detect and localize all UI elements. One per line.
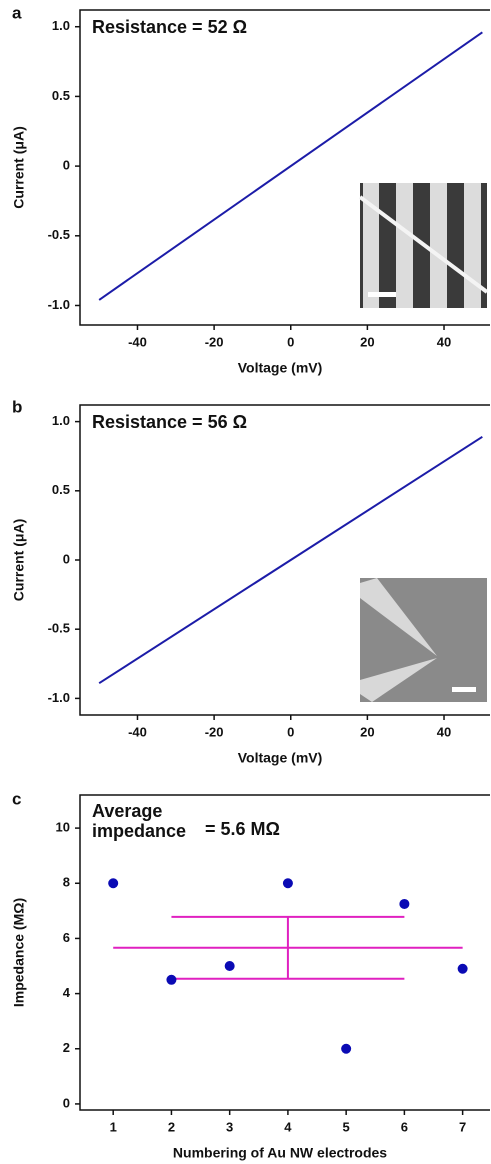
- annotation: Resistance = 56 Ω: [92, 412, 247, 432]
- panel-label: a: [12, 3, 22, 22]
- annotation: = 5.6 MΩ: [205, 819, 280, 839]
- plot-frame: [79, 794, 490, 1111]
- data-point: [166, 974, 177, 985]
- x-tick-label: -20: [205, 334, 224, 349]
- plot-frame: [79, 9, 490, 326]
- y-tick-label: 2: [63, 1040, 70, 1055]
- y-tick-label: 1.0: [52, 18, 70, 33]
- x-tick-label: 3: [226, 1119, 233, 1134]
- panel-label: b: [12, 397, 22, 416]
- x-axis-title: Voltage (mV): [238, 750, 323, 766]
- y-tick-label: -1.0: [48, 297, 70, 312]
- data-point: [282, 878, 293, 889]
- inset-a: [358, 183, 489, 308]
- data-point: [341, 1043, 352, 1054]
- x-tick-label: 4: [284, 1119, 292, 1134]
- panel-label: c: [12, 789, 21, 808]
- y-axis-title: Impedance (MΩ): [11, 898, 27, 1007]
- x-tick-label: -40: [128, 334, 147, 349]
- x-tick-label: 1: [110, 1119, 117, 1134]
- x-tick-label: 0: [287, 334, 294, 349]
- x-tick-label: 5: [343, 1119, 350, 1134]
- y-axis-title: Current (μA): [11, 126, 27, 208]
- data-point: [224, 961, 235, 972]
- y-tick-label: 0: [63, 1095, 70, 1110]
- annotation: Average: [92, 801, 162, 821]
- iv-line: [98, 435, 483, 685]
- y-tick-label: 6: [63, 930, 70, 945]
- x-tick-label: 20: [360, 724, 374, 739]
- y-axis-title: Current (μA): [11, 519, 27, 601]
- y-tick-label: -0.5: [48, 227, 70, 242]
- annotation: Resistance = 52 Ω: [92, 17, 247, 37]
- y-tick-label: 1.0: [52, 413, 70, 428]
- inset-b: [360, 578, 487, 702]
- annotation: impedance: [92, 821, 186, 841]
- x-tick-label: 20: [360, 334, 374, 349]
- y-tick-label: 10: [56, 820, 70, 835]
- x-axis-title: Numbering of Au NW electrodes: [173, 1145, 387, 1161]
- y-tick-label: -0.5: [48, 621, 70, 636]
- iv-line: [98, 31, 483, 301]
- y-tick-label: 8: [63, 875, 70, 890]
- x-tick-label: 2: [168, 1119, 175, 1134]
- y-tick-label: 4: [63, 985, 71, 1000]
- data-point: [108, 878, 119, 889]
- x-tick-label: -20: [205, 724, 224, 739]
- x-tick-label: 6: [401, 1119, 408, 1134]
- x-tick-label: 7: [459, 1119, 466, 1134]
- x-tick-label: 40: [437, 724, 451, 739]
- y-tick-label: 0: [63, 551, 70, 566]
- x-tick-label: 0: [287, 724, 294, 739]
- data-point: [457, 963, 468, 974]
- data-point: [399, 898, 410, 909]
- y-tick-label: 0.5: [52, 482, 70, 497]
- y-tick-label: -1.0: [48, 690, 70, 705]
- x-tick-label: 40: [437, 334, 451, 349]
- y-tick-label: 0.5: [52, 88, 70, 103]
- x-tick-label: -40: [128, 724, 147, 739]
- y-tick-label: 0: [63, 158, 70, 173]
- x-axis-title: Voltage (mV): [238, 360, 323, 376]
